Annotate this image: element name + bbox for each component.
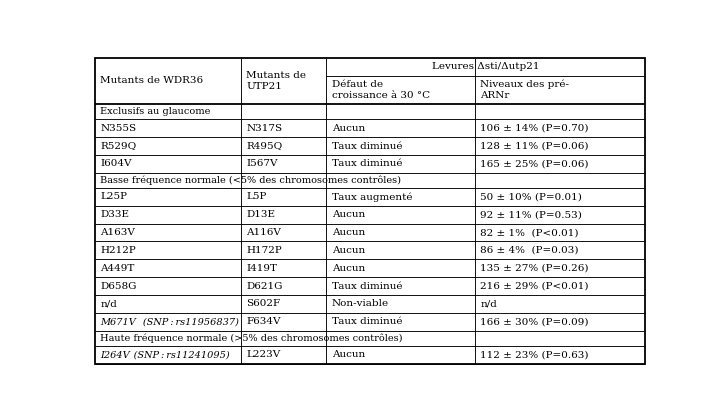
Text: Aucun: Aucun — [331, 228, 365, 237]
Text: Taux diminué: Taux diminué — [331, 281, 402, 290]
Text: Basse fréquence normale (<5% des chromosomes contrôles): Basse fréquence normale (<5% des chromos… — [100, 176, 401, 185]
Text: Haute fréquence normale (>5% des chromosomes contrôles): Haute fréquence normale (>5% des chromos… — [100, 333, 403, 343]
Text: Aucun: Aucun — [331, 124, 365, 133]
Text: I264V  (SNP : rs11241095): I264V (SNP : rs11241095) — [100, 350, 230, 359]
Text: Taux diminué: Taux diminué — [331, 317, 402, 326]
Text: 216 ± 29% (P<0.01): 216 ± 29% (P<0.01) — [480, 281, 588, 290]
Text: Aucun: Aucun — [331, 246, 365, 255]
Text: M671V   (SNP : rs11956837): M671V (SNP : rs11956837) — [100, 317, 239, 326]
Text: Exclusifs au glaucome: Exclusifs au glaucome — [100, 107, 211, 116]
Text: Aucun: Aucun — [331, 350, 365, 359]
Text: Taux augmenté: Taux augmenté — [331, 192, 412, 202]
Text: D658G: D658G — [100, 281, 137, 290]
Text: D13E: D13E — [246, 210, 275, 219]
Text: Levures Δsti/Δutp21: Levures Δsti/Δutp21 — [432, 62, 539, 71]
Text: H212P: H212P — [100, 246, 136, 255]
Text: A163V: A163V — [100, 228, 135, 237]
Text: Mutants de
UTP21: Mutants de UTP21 — [246, 71, 306, 90]
Text: A116V: A116V — [246, 228, 281, 237]
Text: Aucun: Aucun — [331, 264, 365, 273]
Text: Mutants de WDR36: Mutants de WDR36 — [100, 76, 204, 85]
Text: 82 ± 1%  (P<0.01): 82 ± 1% (P<0.01) — [480, 228, 579, 237]
Text: Défaut de
croissance à 30 °C: Défaut de croissance à 30 °C — [331, 80, 430, 100]
Text: S602F: S602F — [246, 299, 280, 308]
Text: 135 ± 27% (P=0.26): 135 ± 27% (P=0.26) — [480, 264, 588, 273]
Text: I419T: I419T — [246, 264, 277, 273]
Text: N355S: N355S — [100, 124, 136, 133]
Text: N317S: N317S — [246, 124, 282, 133]
Text: 166 ± 30% (P=0.09): 166 ± 30% (P=0.09) — [480, 317, 588, 326]
Text: 112 ± 23% (P=0.63): 112 ± 23% (P=0.63) — [480, 350, 588, 359]
Text: D33E: D33E — [100, 210, 129, 219]
Text: Aucun: Aucun — [331, 210, 365, 219]
Text: 50 ± 10% (P=0.01): 50 ± 10% (P=0.01) — [480, 193, 582, 201]
Text: Taux diminué: Taux diminué — [331, 159, 402, 168]
Text: L223V: L223V — [246, 350, 280, 359]
Text: 92 ± 11% (P=0.53): 92 ± 11% (P=0.53) — [480, 210, 582, 219]
Text: 165 ± 25% (P=0.06): 165 ± 25% (P=0.06) — [480, 159, 588, 168]
Text: Niveaux des pré-
ARNr: Niveaux des pré- ARNr — [480, 80, 569, 100]
Text: I604V: I604V — [100, 159, 132, 168]
Text: R495Q: R495Q — [246, 142, 282, 151]
Text: L25P: L25P — [100, 193, 127, 201]
Text: n/d: n/d — [480, 299, 497, 308]
Text: Non-viable: Non-viable — [331, 299, 388, 308]
Text: I567V: I567V — [246, 159, 278, 168]
Text: R529Q: R529Q — [100, 142, 136, 151]
Text: n/d: n/d — [100, 299, 117, 308]
Text: Taux diminué: Taux diminué — [331, 142, 402, 151]
Text: D621G: D621G — [246, 281, 283, 290]
Text: L5P: L5P — [246, 193, 266, 201]
Text: 128 ± 11% (P=0.06): 128 ± 11% (P=0.06) — [480, 142, 588, 151]
Text: 106 ± 14% (P=0.70): 106 ± 14% (P=0.70) — [480, 124, 588, 133]
Text: A449T: A449T — [100, 264, 135, 273]
Text: 86 ± 4%  (P=0.03): 86 ± 4% (P=0.03) — [480, 246, 579, 255]
Text: H172P: H172P — [246, 246, 282, 255]
Text: F634V: F634V — [246, 317, 281, 326]
